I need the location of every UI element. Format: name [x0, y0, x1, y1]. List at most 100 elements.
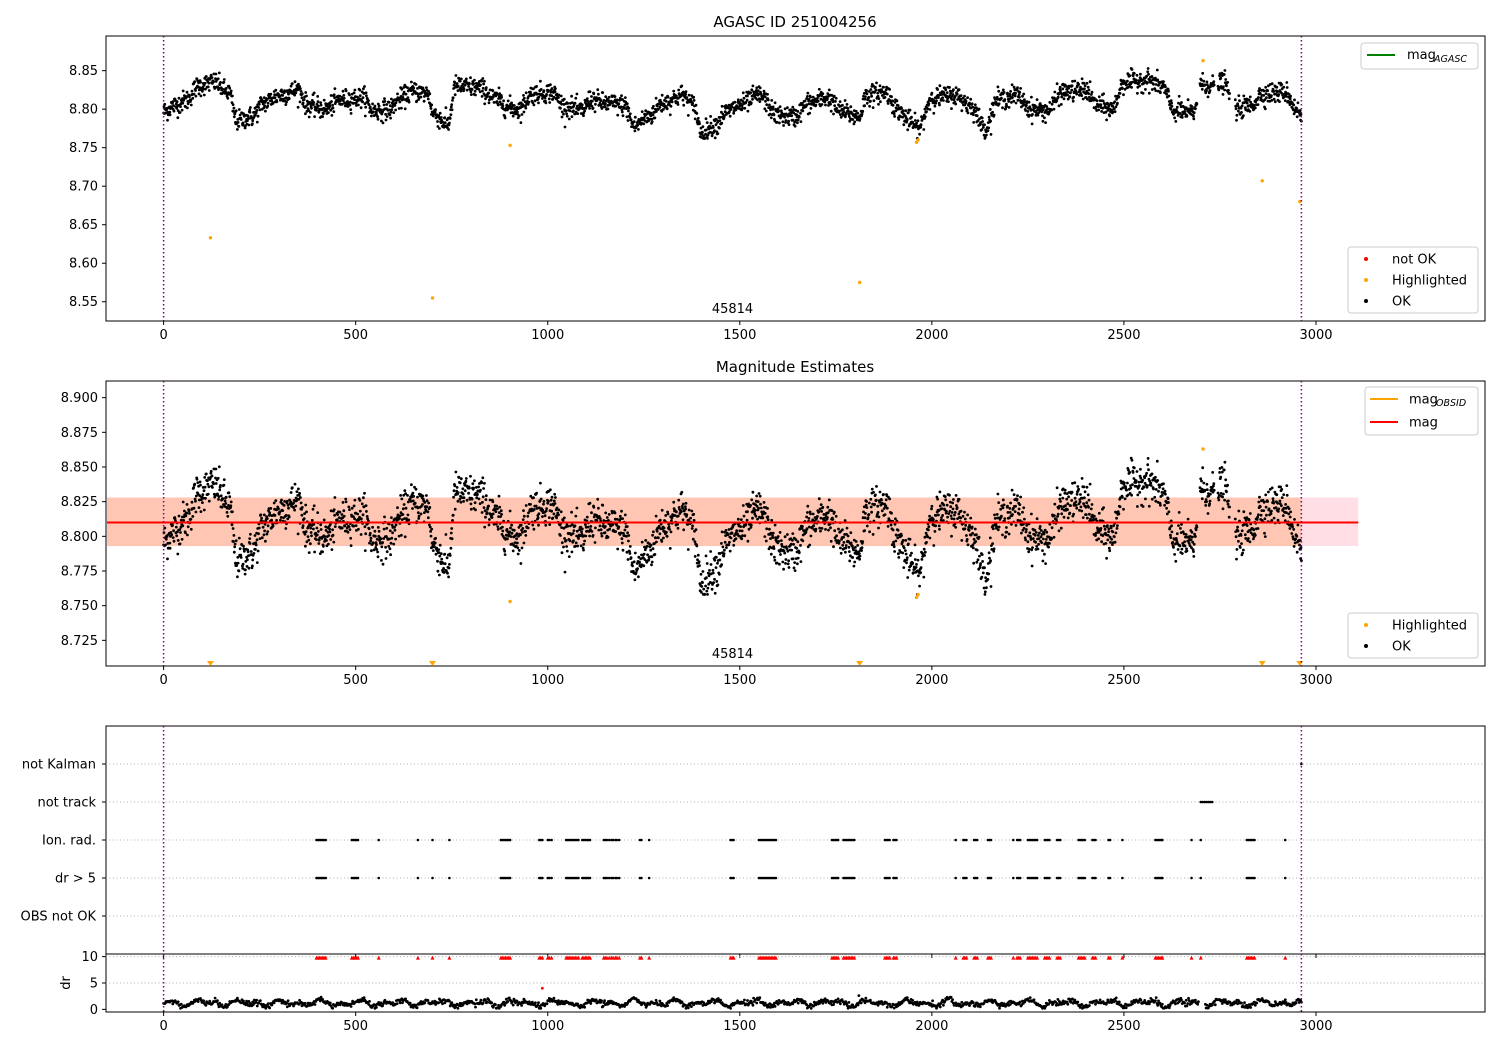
ok-point [348, 93, 351, 97]
ok-point [694, 103, 698, 107]
ok-point [248, 110, 252, 114]
ok-point [751, 516, 754, 520]
ok-point [1150, 88, 1154, 91]
ok-point [1086, 85, 1090, 89]
ok-point [997, 89, 1001, 93]
ok-point [863, 529, 866, 532]
ok-point [1024, 109, 1027, 112]
ok-point [309, 531, 313, 534]
ok-point [209, 73, 213, 77]
ok-point [582, 542, 586, 546]
ok-point [232, 540, 235, 543]
ok-point [406, 96, 410, 99]
ok-point [687, 508, 691, 512]
ok-point [698, 122, 701, 126]
ok-point [428, 92, 432, 96]
ok-point [691, 537, 695, 541]
ok-point [944, 88, 948, 92]
panel1-title: AGASC ID 251004256 [713, 13, 876, 31]
ok-point [238, 547, 242, 551]
ok-point [328, 105, 332, 108]
ok-point [900, 534, 903, 537]
ok-point [901, 539, 905, 542]
ok-point [1147, 72, 1150, 76]
ok-point [1075, 92, 1079, 96]
ok-point [732, 111, 736, 115]
ok-point [835, 106, 838, 110]
ok-point [762, 501, 766, 504]
ok-point [821, 92, 825, 96]
ok-point [434, 108, 437, 111]
ok-point [796, 556, 800, 560]
ok-point [883, 513, 887, 516]
ok-point [332, 540, 336, 544]
ok-point [439, 552, 443, 556]
ok-point [778, 562, 781, 566]
ok-point [527, 100, 531, 104]
ok-point [388, 547, 392, 551]
x-tick-label: 1500 [723, 328, 756, 343]
ok-point [1087, 92, 1090, 95]
ok-point [436, 125, 440, 128]
ok-point [236, 121, 240, 124]
ok-point [637, 127, 640, 131]
ok-point [521, 527, 525, 530]
ok-point [842, 541, 846, 544]
ok-point [628, 552, 632, 555]
ok-point [626, 558, 630, 561]
ok-point [837, 539, 841, 543]
y-tick-label: 8.85 [69, 64, 98, 79]
ok-point [816, 515, 819, 518]
ok-point [381, 562, 385, 566]
ok-point [453, 93, 457, 97]
ok-point [1041, 119, 1045, 123]
ok-point [187, 509, 191, 513]
ok-point [560, 110, 564, 114]
ok-point [315, 533, 319, 537]
ok-point [849, 531, 853, 535]
ok-point [508, 94, 512, 97]
ok-point [801, 102, 804, 105]
ok-point [640, 110, 644, 113]
ok-point [537, 523, 540, 527]
ok-point [655, 110, 658, 113]
ok-point [654, 96, 658, 100]
ok-point [1060, 95, 1064, 99]
ok-point [570, 510, 573, 514]
ok-point [704, 132, 707, 136]
ok-point [459, 477, 463, 481]
ok-point [1059, 103, 1063, 106]
ok-point [312, 504, 316, 508]
ok-point [393, 104, 397, 107]
ok-point [754, 514, 758, 518]
ok-point [935, 99, 938, 103]
ok-point [212, 72, 216, 76]
ok-point [713, 129, 716, 133]
ok-point [575, 92, 579, 96]
ok-point [269, 507, 273, 510]
ok-point [333, 513, 336, 517]
ok-point [399, 494, 402, 497]
ok-point [655, 540, 658, 544]
ok-point [409, 89, 413, 92]
ok-point [607, 519, 610, 522]
ok-point [477, 497, 481, 501]
ok-point [665, 530, 668, 534]
ok-point [642, 552, 646, 556]
ok-point [1012, 85, 1016, 89]
ok-point [557, 513, 560, 517]
ok-point [358, 88, 362, 92]
ok-point [932, 111, 936, 115]
ok-point [860, 549, 863, 552]
ok-point [954, 102, 958, 106]
ok-point [686, 548, 690, 551]
ok-point [449, 546, 453, 550]
ok-point [343, 524, 347, 528]
ok-point [406, 86, 409, 89]
ok-point [568, 539, 572, 543]
ok-point [808, 111, 812, 115]
ok-point [266, 101, 270, 105]
ok-point [1283, 99, 1287, 102]
ok-point [972, 121, 976, 124]
ok-point [310, 106, 313, 110]
